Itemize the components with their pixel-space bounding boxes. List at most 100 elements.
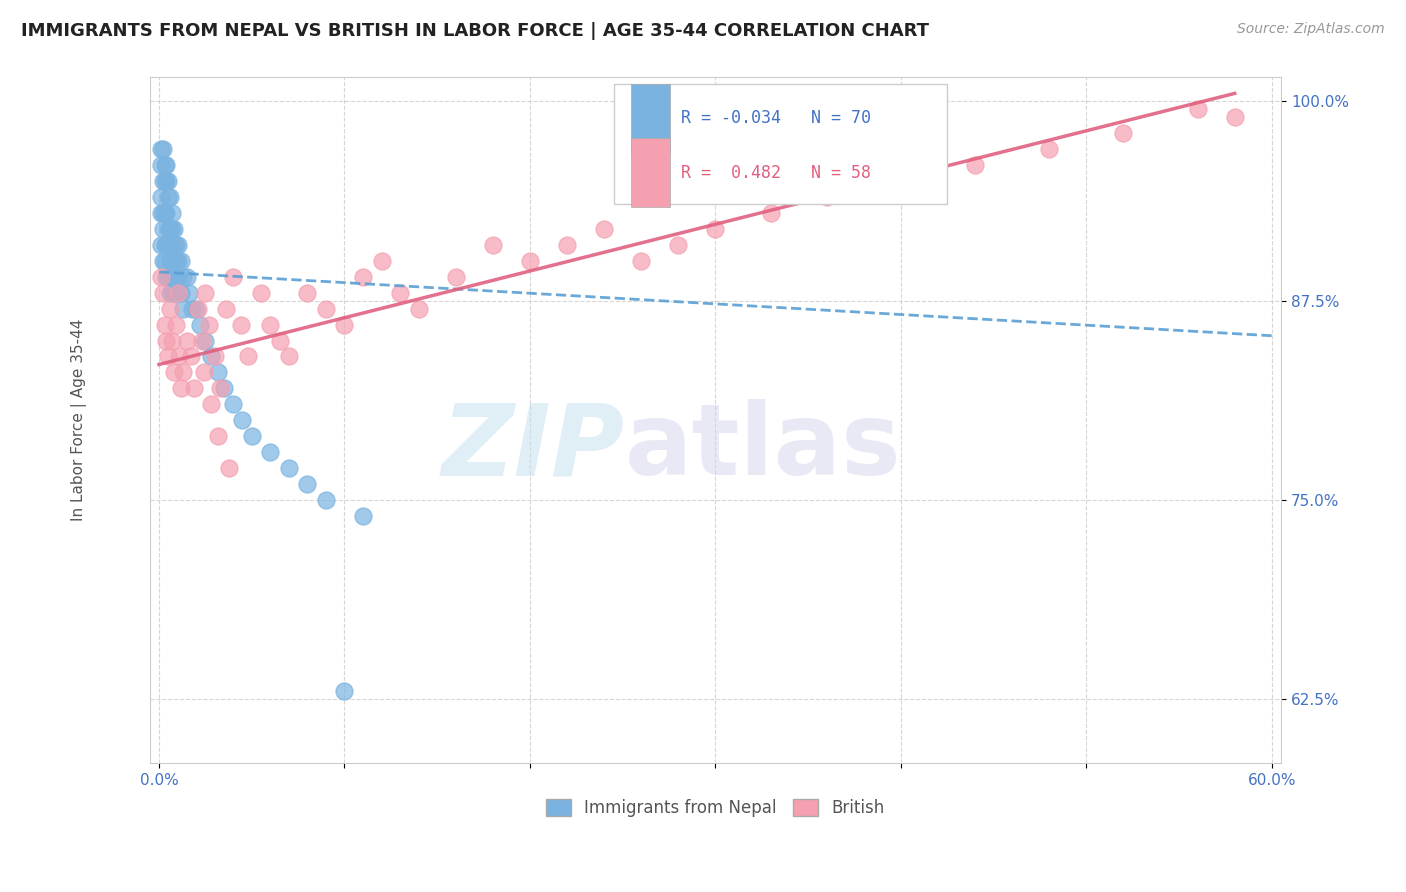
FancyBboxPatch shape [630,138,671,207]
Point [408,301,430,316]
Point [482,238,505,252]
Point [163,285,186,300]
Point [198,318,221,332]
Text: Source: ZipAtlas.com: Source: ZipAtlas.com [1237,22,1385,37]
Point [160,334,183,348]
Point [593,222,616,236]
Point [212,381,235,395]
Point [555,238,578,252]
Point [236,350,259,364]
Point [176,334,198,348]
Point [218,461,240,475]
Point [155,158,177,172]
Point [157,222,180,236]
Point [250,285,273,300]
Point [352,269,374,284]
Point [160,285,183,300]
Point [315,301,337,316]
Point [155,206,177,220]
Point [169,350,191,364]
Text: atlas: atlas [624,400,901,496]
Point [965,158,987,172]
Point [155,238,177,252]
Point [163,253,186,268]
Point [215,301,238,316]
Point [159,301,181,316]
Point [159,285,181,300]
Point [259,318,281,332]
Point [172,269,194,284]
Point [163,222,186,236]
Point [149,238,172,252]
Point [157,190,180,204]
Point [277,461,299,475]
Point [165,285,187,300]
Point [204,350,226,364]
Point [152,174,174,188]
Point [149,190,172,204]
Point [240,429,263,443]
Point [149,206,172,220]
Point [194,285,217,300]
Point [165,269,187,284]
Point [153,318,176,332]
Point [188,318,211,332]
Point [159,238,181,252]
Point [209,381,232,395]
Point [181,301,204,316]
Point [269,334,291,348]
Point [157,238,180,252]
Point [166,285,188,300]
Point [630,253,652,268]
Point [184,301,207,316]
Legend: Immigrants from Nepal, British: Immigrants from Nepal, British [540,792,891,823]
Point [315,493,337,508]
Point [149,158,172,172]
Point [159,222,181,236]
Point [159,190,181,204]
Point [165,238,187,252]
Point [370,253,392,268]
Text: R = -0.034   N = 70: R = -0.034 N = 70 [682,110,872,128]
Point [149,142,172,156]
Point [297,285,319,300]
Point [297,477,319,491]
Point [160,222,183,236]
Point [183,381,205,395]
Point [155,334,177,348]
Point [1038,142,1060,156]
Point [815,190,838,204]
Point [389,285,412,300]
Point [176,269,198,284]
FancyBboxPatch shape [630,84,671,153]
Point [231,413,253,427]
Point [160,253,183,268]
Point [187,301,209,316]
Point [165,253,187,268]
Point [163,269,186,284]
Point [152,142,174,156]
Point [207,429,229,443]
Point [153,238,176,252]
Point [152,253,174,268]
Point [170,381,193,395]
Text: IMMIGRANTS FROM NEPAL VS BRITISH IN LABOR FORCE | AGE 35-44 CORRELATION CHART: IMMIGRANTS FROM NEPAL VS BRITISH IN LABO… [21,22,929,40]
Point [194,334,217,348]
Point [153,206,176,220]
Point [157,350,180,364]
Text: R =  0.482   N = 58: R = 0.482 N = 58 [682,163,872,182]
Point [155,174,177,188]
Point [704,222,727,236]
Point [166,285,188,300]
Point [1223,111,1246,125]
Point [1112,126,1135,140]
Point [166,238,188,252]
Point [149,269,172,284]
Point [172,301,194,316]
Point [519,253,541,268]
Text: ZIP: ZIP [441,400,624,496]
Point [259,445,281,459]
Point [155,269,177,284]
Point [1187,103,1209,117]
Point [166,269,188,284]
